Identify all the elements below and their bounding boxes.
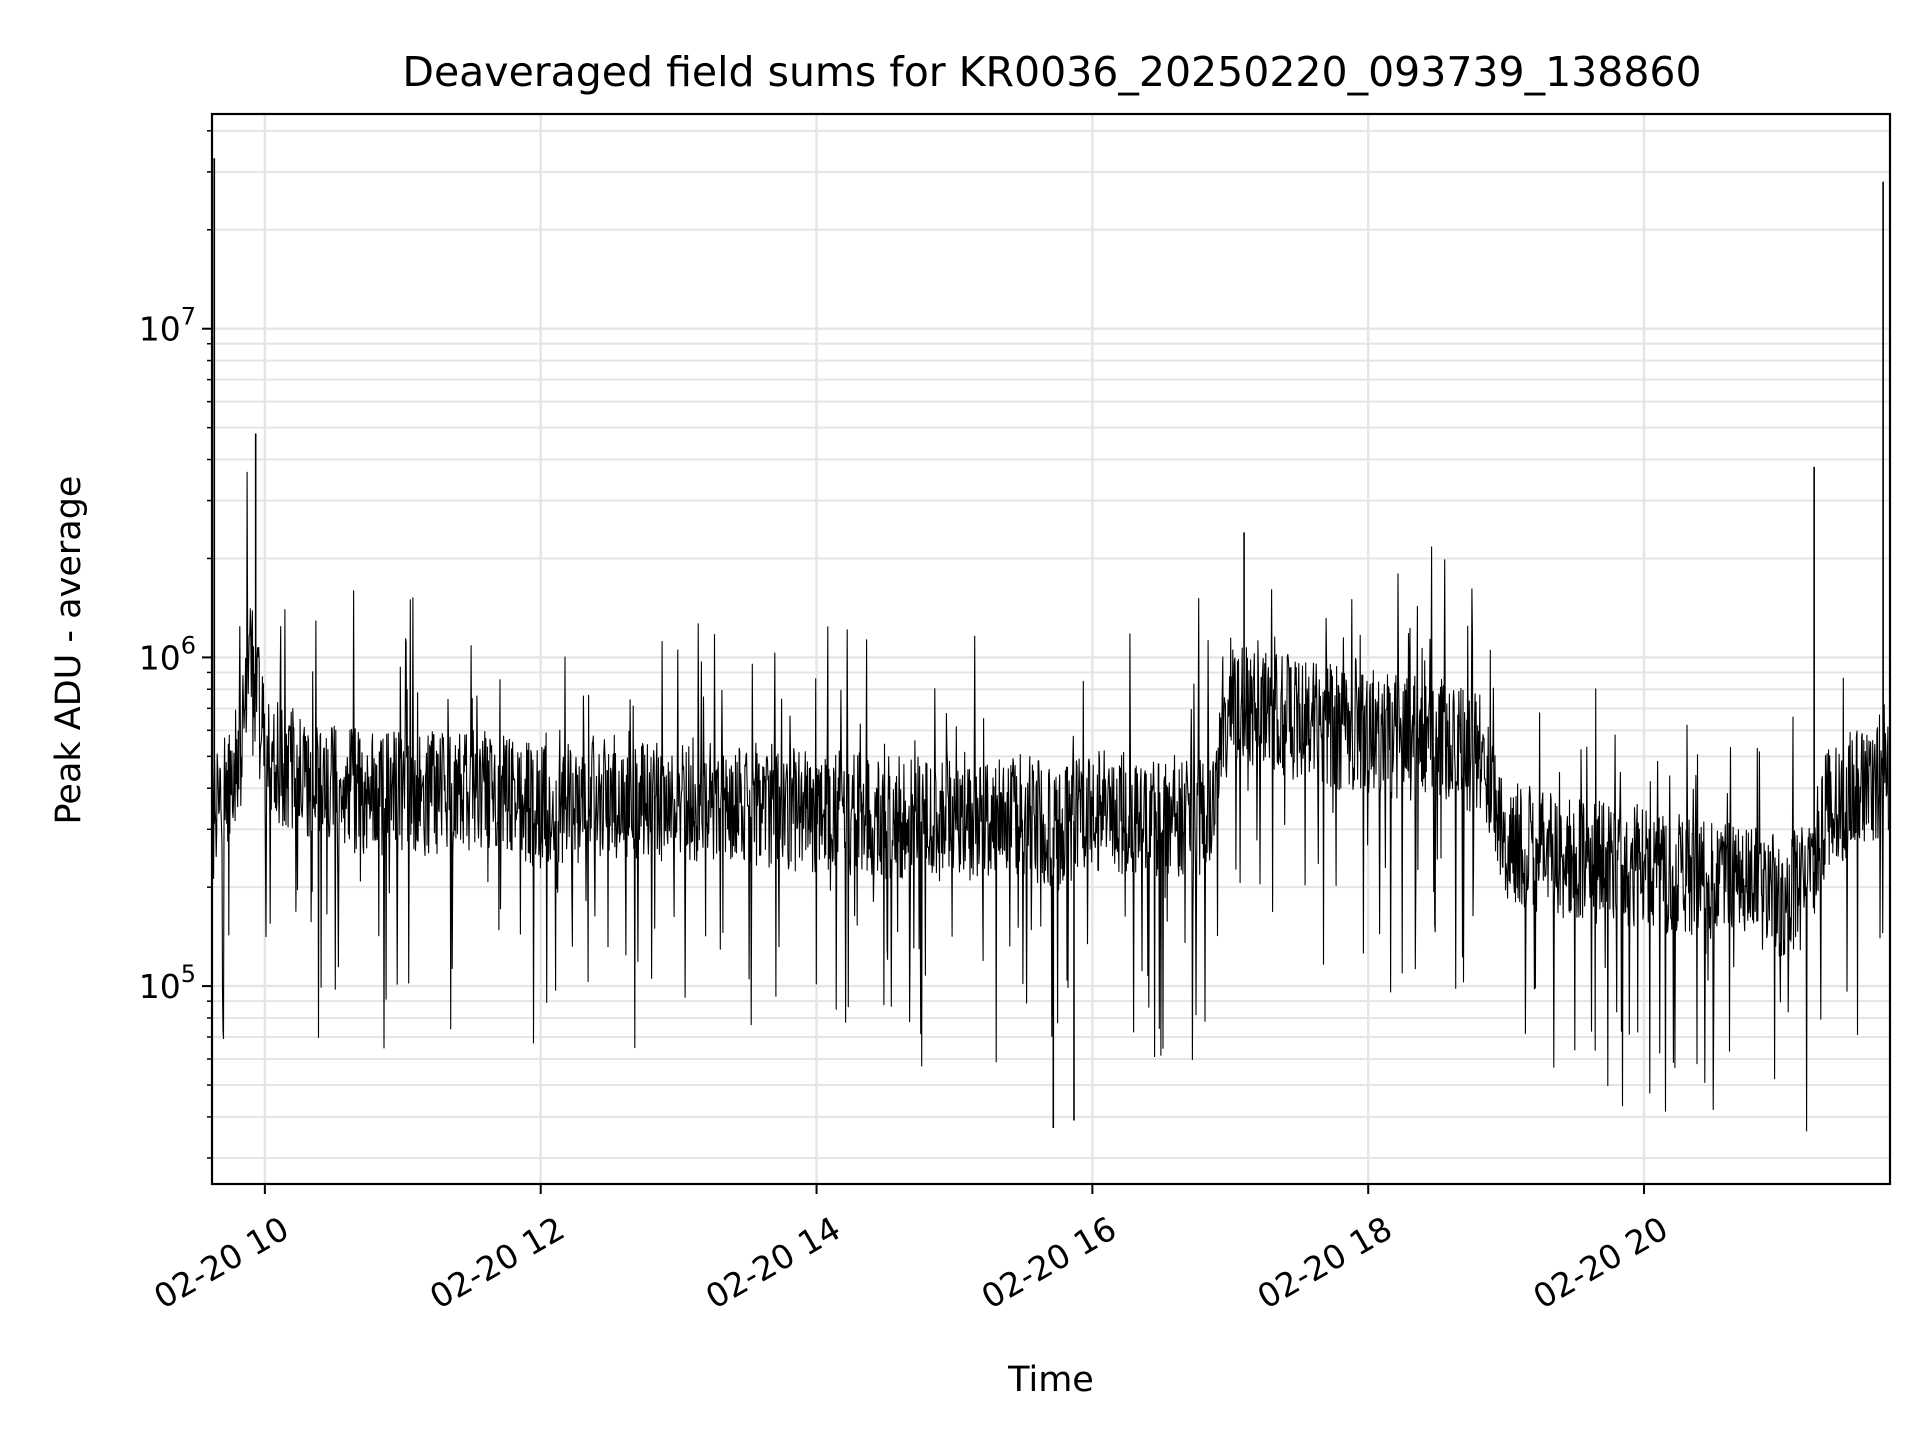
axis-ticks xyxy=(202,130,1646,1194)
plot-area xyxy=(211,158,1891,1132)
plot-frame xyxy=(210,112,1892,1186)
series-line xyxy=(211,471,1891,1132)
y-axis-label: Peak ADU - average xyxy=(49,476,89,825)
y-tick-label: 107 xyxy=(139,303,196,349)
y-axis-tick-labels: 105 106 107 xyxy=(139,303,196,1006)
grid xyxy=(212,114,1890,1184)
chart-title: Deaveraged field sums for KR0036_2025022… xyxy=(402,48,1701,96)
y-tick-label: 105 xyxy=(139,960,196,1006)
x-axis-label: Time xyxy=(1007,1360,1094,1400)
y-tick-label: 106 xyxy=(139,631,196,677)
